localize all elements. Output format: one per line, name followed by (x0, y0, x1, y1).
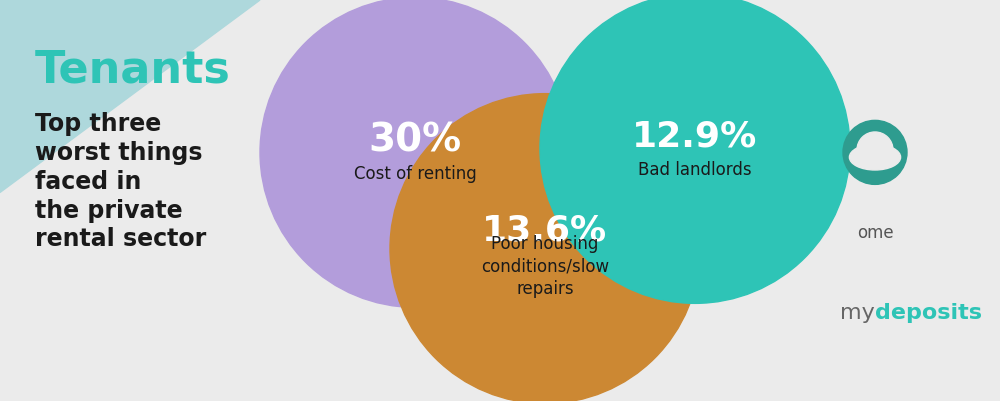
Text: deposits: deposits (875, 303, 982, 323)
Text: Tenants: Tenants (35, 48, 231, 91)
Polygon shape (0, 0, 260, 192)
Text: Poor housing
conditions/slow
repairs: Poor housing conditions/slow repairs (481, 235, 609, 298)
Ellipse shape (260, 0, 570, 308)
Ellipse shape (849, 144, 901, 170)
Text: Cost of renting: Cost of renting (354, 166, 476, 183)
Text: 12.9%: 12.9% (632, 119, 758, 153)
Text: my: my (840, 303, 875, 323)
Text: 30%: 30% (368, 122, 462, 159)
Ellipse shape (390, 93, 700, 401)
Ellipse shape (857, 132, 893, 168)
Ellipse shape (540, 0, 850, 304)
Text: Bad landlords: Bad landlords (638, 162, 752, 179)
Ellipse shape (843, 120, 907, 184)
Text: Top three
worst things
faced in
the private
rental sector: Top three worst things faced in the priv… (35, 112, 206, 251)
Text: 13.6%: 13.6% (482, 214, 608, 247)
Text: ome: ome (857, 224, 893, 241)
